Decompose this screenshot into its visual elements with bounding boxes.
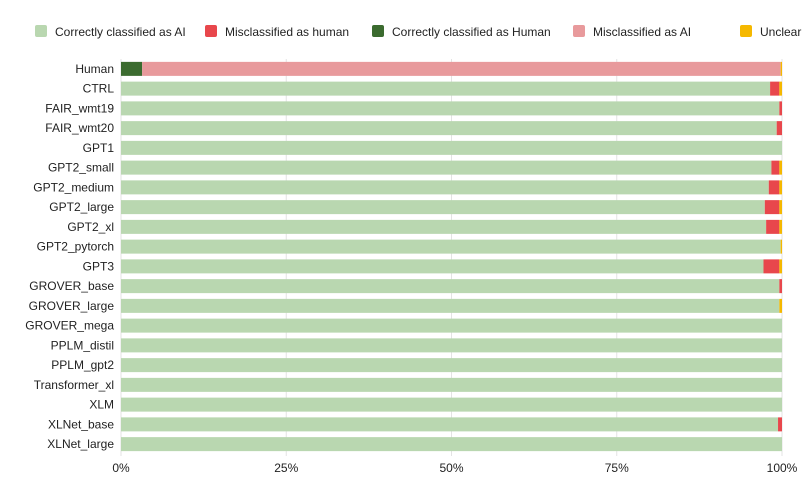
y-axis-labels: Human CTRL FAIR_wmt19 FAIR_wmt20 GPT1 GPT2_sm… [25, 62, 114, 451]
bar-gpt2-large-misclassified-as-human [764, 200, 780, 215]
bar-transformer-xl-correctly-classified-as-ai [121, 377, 782, 392]
bar-gpt2-xl-correctly-classified-as-ai [121, 219, 767, 234]
bar-grover-base-correctly-classified-as-ai [121, 279, 780, 294]
bar-gpt2-small-correctly-classified-as-ai [121, 160, 772, 175]
category-label-transformer-xl: Transformer_xl [34, 378, 114, 392]
bar-gpt3-correctly-classified-as-ai [121, 259, 764, 274]
legend-label-correctly-classified-as-human: Correctly classified as Human [392, 25, 551, 39]
bar-ctrl-correctly-classified-as-ai [121, 81, 771, 96]
legend-swatch-misclassified-as-human [205, 25, 217, 37]
bar-gpt2-medium-misclassified-as-human [768, 180, 780, 195]
category-label-fair-wmt20: FAIR_wmt20 [45, 121, 114, 135]
gridlines [120, 59, 783, 456]
bars [121, 61, 782, 452]
bar-grover-base-misclassified-as-human [779, 279, 782, 294]
bar-grover-large-unclear [779, 298, 782, 313]
bar-gpt1-correctly-classified-as-ai [121, 140, 782, 155]
x-tick-label-50: 50% [439, 461, 463, 475]
bar-pplm-distil-correctly-classified-as-ai [121, 338, 782, 353]
bar-gpt2-pytorch-unclear [780, 239, 782, 254]
bar-gpt2-small-unclear [779, 160, 782, 175]
legend: Correctly classified as AI Misclassified … [35, 25, 801, 39]
category-label-pplm-gpt2: PPLM_gpt2 [51, 358, 114, 372]
bar-gpt2-pytorch-correctly-classified-as-ai [121, 239, 781, 254]
bar-grover-mega-correctly-classified-as-ai [121, 318, 782, 333]
bar-xlnet-base-misclassified-as-human [778, 417, 782, 432]
bar-gpt2-small-misclassified-as-human [771, 160, 780, 175]
bar-fair-wmt20-correctly-classified-as-ai [121, 121, 777, 136]
category-label-human: Human [75, 62, 114, 76]
category-label-gpt2-small: GPT2_small [48, 161, 114, 175]
category-label-gpt2-pytorch: GPT2_pytorch [37, 240, 114, 254]
bar-human-unclear [780, 61, 782, 76]
bar-ctrl-misclassified-as-human [770, 81, 780, 96]
category-label-grover-large: GROVER_large [29, 299, 115, 313]
category-label-ctrl: CTRL [83, 82, 115, 96]
bar-gpt2-medium-correctly-classified-as-ai [121, 180, 769, 195]
bar-gpt2-large-unclear [779, 200, 782, 215]
bar-gpt2-xl-misclassified-as-human [766, 219, 780, 234]
bar-human-misclassified-as-ai [142, 61, 781, 76]
legend-label-misclassified-as-ai: Misclassified as AI [593, 25, 691, 39]
bar-xlm-correctly-classified-as-ai [121, 397, 782, 412]
category-label-xlnet-base: XLNet_base [48, 417, 114, 431]
bar-human-correctly-classified-as-human [121, 61, 143, 76]
legend-swatch-unclear [740, 25, 752, 37]
bar-ctrl-unclear [779, 81, 782, 96]
x-tick-label-75: 75% [605, 461, 629, 475]
x-tick-label-100: 100% [767, 461, 798, 475]
bar-fair-wmt20-misclassified-as-human [776, 121, 782, 136]
bar-xlnet-large-correctly-classified-as-ai [121, 437, 782, 452]
bar-pplm-gpt2-correctly-classified-as-ai [121, 358, 782, 373]
bar-grover-large-correctly-classified-as-ai [121, 298, 780, 313]
category-label-gpt2-xl: GPT2_xl [67, 220, 114, 234]
bar-gpt3-unclear [779, 259, 782, 274]
bar-gpt2-xl-unclear [779, 219, 782, 234]
bar-fair-wmt19-correctly-classified-as-ai [121, 101, 780, 116]
category-label-pplm-distil: PPLM_distil [51, 338, 114, 352]
legend-swatch-correctly-classified-as-ai [35, 25, 47, 37]
category-label-grover-mega: GROVER_mega [25, 319, 114, 333]
category-label-grover-base: GROVER_base [29, 279, 114, 293]
legend-swatch-correctly-classified-as-human [372, 25, 384, 37]
bar-fair-wmt19-misclassified-as-human [779, 101, 782, 116]
category-label-gpt2-large: GPT2_large [49, 200, 114, 214]
legend-label-misclassified-as-human: Misclassified as human [225, 25, 349, 39]
bar-gpt2-medium-unclear [779, 180, 782, 195]
legend-label-correctly-classified-as-ai: Correctly classified as AI [55, 25, 186, 39]
x-axis-labels: 0% 25% 50% 75% 100% [112, 461, 797, 475]
bar-gpt3-misclassified-as-human [763, 259, 780, 274]
category-label-gpt2-medium: GPT2_medium [33, 180, 114, 194]
bar-gpt2-large-correctly-classified-as-ai [121, 200, 765, 215]
category-label-fair-wmt19: FAIR_wmt19 [45, 101, 114, 115]
category-label-xlnet-large: XLNet_large [47, 437, 114, 451]
category-label-gpt1: GPT1 [83, 141, 115, 155]
x-tick-label-0: 0% [112, 461, 130, 475]
legend-swatch-misclassified-as-ai [573, 25, 585, 37]
x-tick-label-25: 25% [274, 461, 298, 475]
category-label-xlm: XLM [89, 398, 114, 412]
legend-label-unclear: Unclear [760, 25, 801, 39]
bar-xlnet-base-correctly-classified-as-ai [121, 417, 779, 432]
category-label-gpt3: GPT3 [83, 259, 115, 273]
